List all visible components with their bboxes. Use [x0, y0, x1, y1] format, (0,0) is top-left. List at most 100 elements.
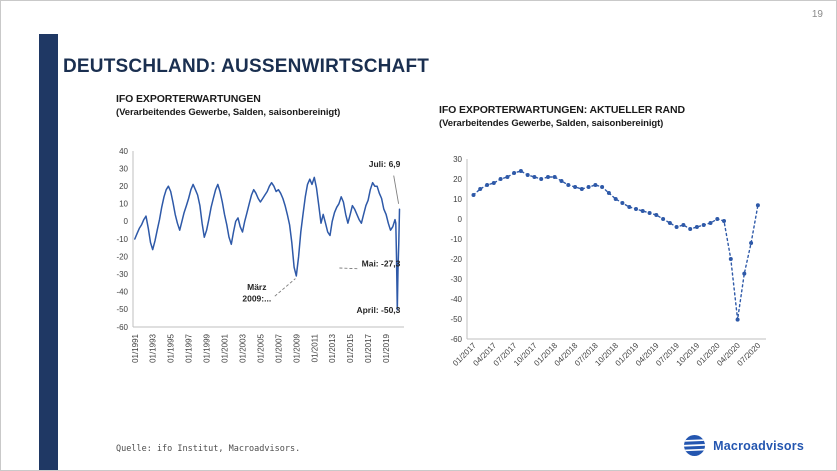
chart-annotation: März — [247, 282, 266, 292]
x-axis-tick-label: 01/1993 — [149, 333, 158, 362]
data-point-marker — [742, 271, 747, 276]
y-axis-tick-label: -60 — [116, 323, 128, 332]
y-axis-tick-label: 0 — [124, 217, 129, 226]
data-point-marker — [613, 197, 618, 201]
y-axis-tick-label: -30 — [450, 275, 462, 284]
source-note: Quelle: ifo Institut, Macroadvisors. — [116, 444, 301, 454]
right-chart-title: IFO EXPORTERWARTUNGEN: AKTUELLER RAND — [439, 104, 685, 116]
x-axis-tick-label: 01/2001 — [221, 333, 230, 362]
annotation-leader-line — [339, 267, 358, 270]
y-axis-tick-label: 0 — [458, 215, 463, 224]
y-axis-tick-label: 10 — [119, 200, 128, 209]
slide-title: DEUTSCHLAND: AUSSENWIRTSCHAFT — [63, 56, 430, 77]
data-point-marker — [674, 225, 679, 229]
y-axis-tick-label: 20 — [453, 175, 462, 184]
chart-annotation: April: -50,3 — [356, 305, 400, 315]
x-axis-tick-label: 01/2015 — [346, 333, 355, 362]
data-point-marker — [478, 187, 483, 191]
data-point-marker — [661, 217, 666, 221]
left-chart-title: IFO EXPORTERWARTUNGEN — [116, 93, 261, 105]
data-point-marker — [573, 185, 578, 189]
data-point-marker — [681, 223, 686, 227]
x-axis-tick-label: 01/2011 — [310, 333, 319, 362]
macroadvisors-logo: Macroadvisors — [683, 434, 804, 457]
y-axis-tick-label: -50 — [450, 315, 462, 324]
left-chart-subtitle: (Verarbeitendes Gewerbe, Salden, saisonb… — [116, 106, 341, 118]
data-point-marker — [654, 213, 659, 217]
data-point-marker — [749, 241, 754, 245]
x-axis-tick-label: 07/2020 — [735, 341, 762, 368]
data-point-marker — [579, 187, 584, 191]
x-axis-tick-label: 01/1995 — [167, 333, 176, 362]
chart-annotation: Juli: 6,9 — [369, 159, 401, 169]
data-point-marker — [586, 185, 591, 189]
data-point-marker — [667, 221, 672, 225]
data-point-marker — [728, 257, 733, 261]
data-point-marker — [518, 169, 523, 173]
data-point-marker — [634, 207, 638, 211]
data-point-marker — [701, 223, 706, 227]
x-axis-tick-label: 01/2013 — [328, 333, 337, 362]
x-axis-tick-label: 01/1991 — [131, 333, 140, 362]
y-axis-tick-label: -10 — [450, 235, 462, 244]
data-point-marker — [471, 193, 476, 197]
data-point-marker — [647, 211, 652, 215]
x-axis-tick-label: 01/2003 — [238, 333, 247, 362]
logo-text: Macroadvisors — [713, 438, 804, 453]
chart-annotation: Mai: -27,3 — [362, 258, 401, 268]
data-point-marker — [606, 191, 611, 195]
data-point-marker — [552, 175, 557, 179]
data-point-marker — [566, 183, 571, 187]
right-chart-header: IFO EXPORTERWARTUNGEN: AKTUELLER RAND (V… — [439, 104, 685, 130]
y-axis-tick-label: 20 — [119, 182, 128, 191]
x-axis-tick-label: 01/2007 — [274, 333, 283, 362]
data-point-marker — [708, 221, 713, 225]
x-axis-tick-label: 01/2009 — [292, 333, 301, 362]
data-series-line — [472, 170, 759, 321]
data-point-marker — [715, 217, 720, 221]
macroadvisors-globe-icon — [684, 435, 706, 456]
page-number: 19 — [811, 9, 823, 20]
data-point-marker — [722, 219, 726, 223]
data-point-marker — [525, 173, 530, 177]
y-axis-tick-label: -20 — [116, 252, 128, 261]
data-point-marker — [688, 227, 693, 231]
y-axis-tick-label: -40 — [116, 288, 128, 297]
y-axis-tick-label: -50 — [116, 305, 128, 314]
y-axis-tick-label: 10 — [453, 195, 462, 204]
annotation-leader-line — [274, 278, 296, 297]
chart-annotation: 2009:... — [242, 294, 271, 304]
data-point-marker — [755, 203, 760, 208]
data-point-marker — [498, 177, 503, 181]
x-axis-tick-label: 01/2017 — [364, 333, 373, 362]
data-point-marker — [546, 175, 550, 179]
data-point-marker — [735, 317, 740, 322]
data-series-line — [134, 176, 401, 311]
x-axis-tick-label: 01/2005 — [256, 333, 265, 362]
data-point-marker — [512, 171, 517, 175]
y-axis-tick-label: -60 — [450, 335, 462, 344]
data-point-marker — [640, 209, 645, 213]
data-point-marker — [620, 201, 625, 205]
ifo-exporterwartungen-aktueller-rand-chart: 3020100-10-20-30-40-50-6001/201704/20170… — [450, 155, 766, 368]
y-axis-tick-label: 30 — [119, 164, 128, 173]
right-chart-subtitle: (Verarbeitendes Gewerbe, Salden, saisonb… — [439, 117, 664, 129]
y-axis-tick-label: -40 — [450, 295, 462, 304]
data-point-marker — [559, 179, 564, 183]
left-chart-header: IFO EXPORTERWARTUNGEN (Verarbeitendes Ge… — [116, 93, 340, 119]
data-point-marker — [491, 181, 496, 185]
data-point-marker — [593, 183, 598, 187]
data-point-marker — [600, 185, 605, 189]
y-axis-tick-label: -20 — [450, 255, 462, 264]
data-point-marker — [532, 175, 537, 179]
data-point-marker — [485, 183, 490, 187]
annotation-leader-line — [393, 175, 400, 204]
x-axis-tick-label: 01/1997 — [185, 333, 194, 362]
y-axis-tick-label: -10 — [116, 235, 128, 244]
data-point-marker — [505, 175, 510, 179]
data-point-marker — [627, 205, 632, 209]
data-point-marker — [694, 225, 699, 229]
data-point-marker — [539, 177, 544, 181]
